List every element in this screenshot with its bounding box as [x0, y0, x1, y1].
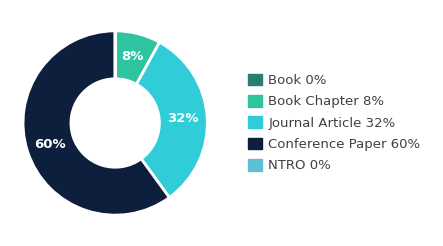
Text: 32%: 32% [167, 112, 199, 125]
Legend: Book 0%, Book Chapter 8%, Journal Article 32%, Conference Paper 60%, NTRO 0%: Book 0%, Book Chapter 8%, Journal Articl… [249, 74, 420, 172]
Wedge shape [115, 31, 159, 84]
Wedge shape [23, 31, 169, 215]
Text: 8%: 8% [121, 50, 144, 63]
Wedge shape [136, 42, 207, 198]
Text: 60%: 60% [35, 138, 66, 151]
